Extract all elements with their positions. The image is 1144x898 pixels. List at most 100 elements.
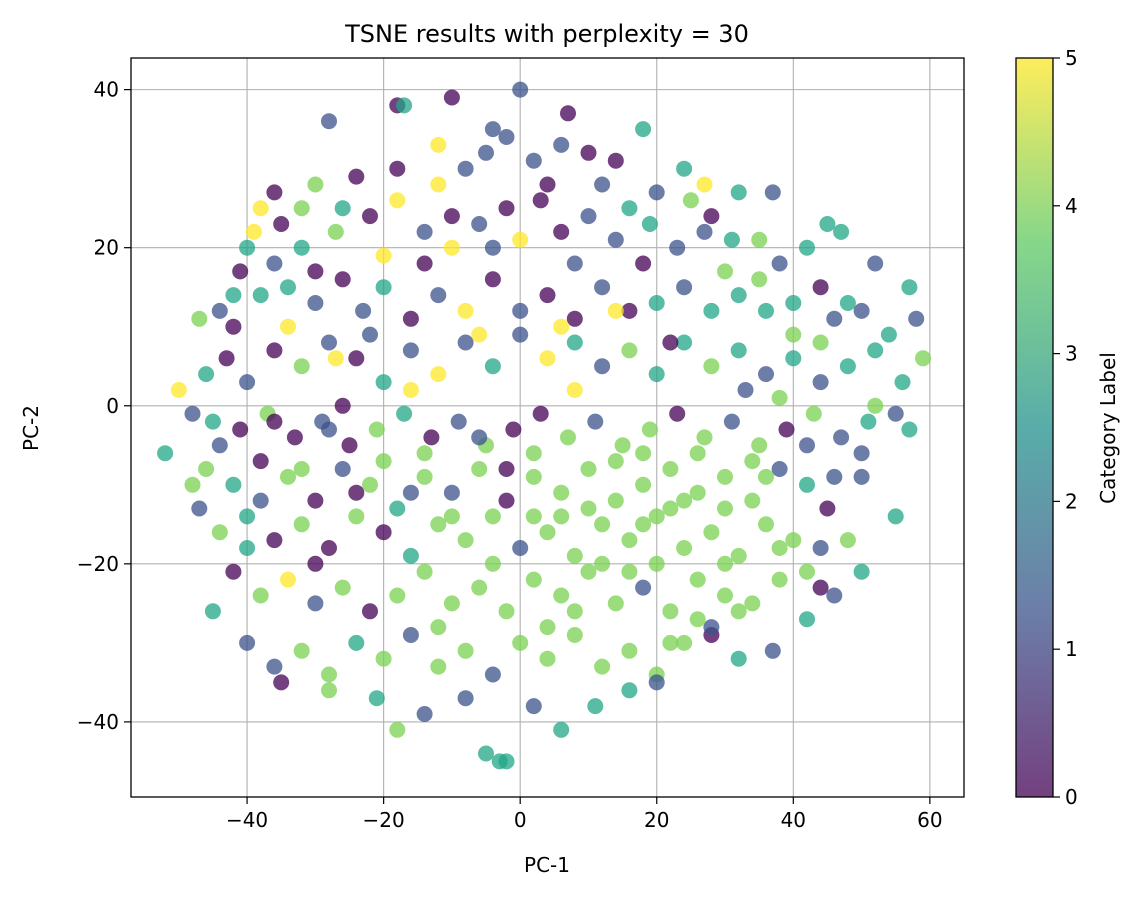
scatter-point — [525, 698, 542, 715]
scatter-point — [430, 658, 447, 675]
scatter-point — [232, 421, 249, 438]
scatter-point — [682, 192, 699, 209]
scatter-point — [532, 405, 549, 422]
scatter-point — [621, 302, 638, 319]
scatter-point — [641, 216, 658, 232]
scatter-point — [293, 239, 310, 256]
scatter-point — [771, 389, 788, 406]
scatter-point — [443, 484, 460, 501]
scatter-point — [580, 208, 597, 225]
scatter-point — [321, 421, 337, 438]
scatter-point — [696, 223, 713, 240]
scatter-point — [648, 184, 665, 201]
scatter-point — [211, 302, 228, 319]
scatter-point — [457, 160, 474, 177]
y-tick-label: 0 — [106, 394, 119, 418]
scatter-point — [471, 429, 488, 446]
scatter-point — [805, 405, 822, 422]
scatter-point — [239, 634, 256, 651]
scatter-point — [730, 184, 747, 201]
scatter-point — [648, 674, 665, 691]
scatter-point — [744, 492, 761, 509]
scatter-point — [594, 516, 611, 533]
scatter-point — [635, 445, 652, 462]
scatter-point — [280, 571, 296, 588]
scatter-point — [799, 437, 815, 454]
scatter-point — [321, 666, 337, 683]
scatter-point — [594, 555, 611, 572]
scatter-point — [730, 650, 747, 667]
scatter-point — [505, 421, 522, 438]
scatter-point — [553, 318, 570, 335]
scatter-point — [334, 271, 351, 288]
x-tick-label: −40 — [226, 808, 268, 832]
x-tick-label: 20 — [644, 808, 669, 832]
scatter-point — [457, 532, 474, 549]
scatter-point — [252, 287, 269, 304]
scatter-point — [525, 445, 542, 462]
scatter-point — [853, 302, 870, 319]
scatter-point — [375, 453, 392, 470]
scatter-point — [607, 231, 624, 248]
scatter-point — [484, 358, 501, 375]
scatter-point — [553, 721, 570, 738]
scatter-point — [867, 255, 884, 272]
scatter-point — [566, 334, 583, 351]
scatter-point — [341, 437, 358, 454]
scatter-point — [525, 508, 542, 525]
scatter-point — [580, 563, 597, 580]
scatter-point — [676, 540, 693, 556]
y-tick-label: −40 — [77, 710, 119, 734]
colorbar-gradient — [1016, 58, 1053, 797]
scatter-point — [321, 113, 337, 130]
scatter-point — [689, 571, 706, 588]
scatter-point — [566, 382, 583, 398]
scatter-point — [778, 421, 795, 438]
scatter-point — [826, 587, 843, 604]
scatter-point — [662, 634, 679, 651]
scatter-point — [785, 532, 802, 549]
scatter-point — [307, 176, 324, 193]
scatter-point — [423, 429, 440, 446]
scatter-point — [785, 326, 802, 343]
scatter-point — [607, 152, 624, 169]
scatter-point — [717, 263, 733, 280]
scatter-point — [751, 231, 768, 248]
scatter-point — [280, 318, 296, 335]
scatter-point — [307, 263, 324, 280]
scatter-point — [676, 334, 693, 351]
scatter-point — [771, 461, 788, 477]
scatter-point — [245, 223, 262, 240]
scatter-point — [334, 200, 351, 217]
scatter-point — [321, 540, 337, 556]
scatter-point — [362, 603, 378, 620]
scatter-point — [553, 508, 570, 525]
colorbar-tick-label: 4 — [1065, 194, 1078, 218]
scatter-point — [812, 374, 829, 391]
scatter-point — [566, 627, 583, 643]
scatter-point — [676, 279, 693, 296]
scatter-point — [327, 350, 344, 367]
scatter-point — [348, 350, 365, 367]
scatter-point — [416, 223, 433, 240]
scatter-point — [293, 358, 310, 375]
scatter-point — [512, 326, 529, 343]
scatter-point — [525, 152, 542, 169]
scatter-point — [225, 563, 242, 580]
x-tick-label: 0 — [514, 808, 527, 832]
scatter-point — [539, 350, 556, 367]
colorbar-tick-label: 1 — [1065, 637, 1078, 661]
scatter-point — [307, 595, 324, 612]
scatter-point — [635, 579, 652, 596]
scatter-point — [321, 682, 337, 699]
scatter-point — [758, 468, 774, 485]
scatter-point — [286, 429, 303, 446]
chart-title: TSNE results with perplexity = 30 — [344, 20, 749, 48]
scatter-point — [368, 421, 385, 438]
scatter-point — [266, 532, 283, 549]
y-tick-label: −20 — [77, 552, 119, 576]
colorbar-tick-label: 2 — [1065, 489, 1078, 513]
scatter-point — [280, 468, 296, 485]
scatter-point — [184, 476, 201, 493]
scatter-point — [252, 587, 269, 604]
